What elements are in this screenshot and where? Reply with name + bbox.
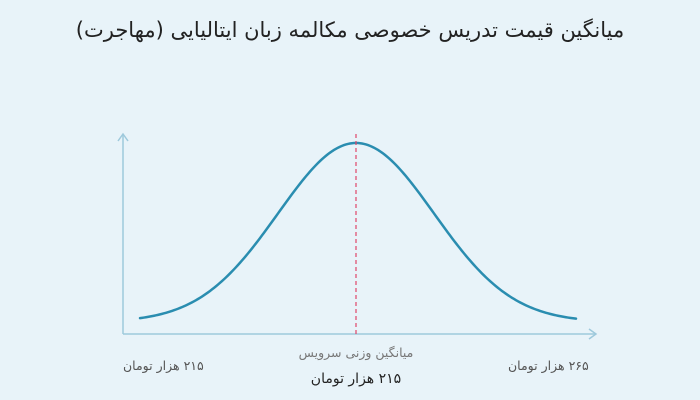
mean-value-label: ۲۱۵ هزار تومان [310,371,402,387]
bell-curve [138,141,578,320]
x-max-label: ۲۶۵ هزار تومان [508,358,589,373]
y-axis-arrow [117,132,129,142]
x-min-label: ۲۱۵ هزار تومان [123,358,204,373]
x-axis-arrow [588,328,598,340]
chart-title: میانگین قیمت تدریس خصوصی مکالمه زبان ایت… [75,18,625,42]
mean-caption: میانگین وزنی سرویس [298,345,414,360]
